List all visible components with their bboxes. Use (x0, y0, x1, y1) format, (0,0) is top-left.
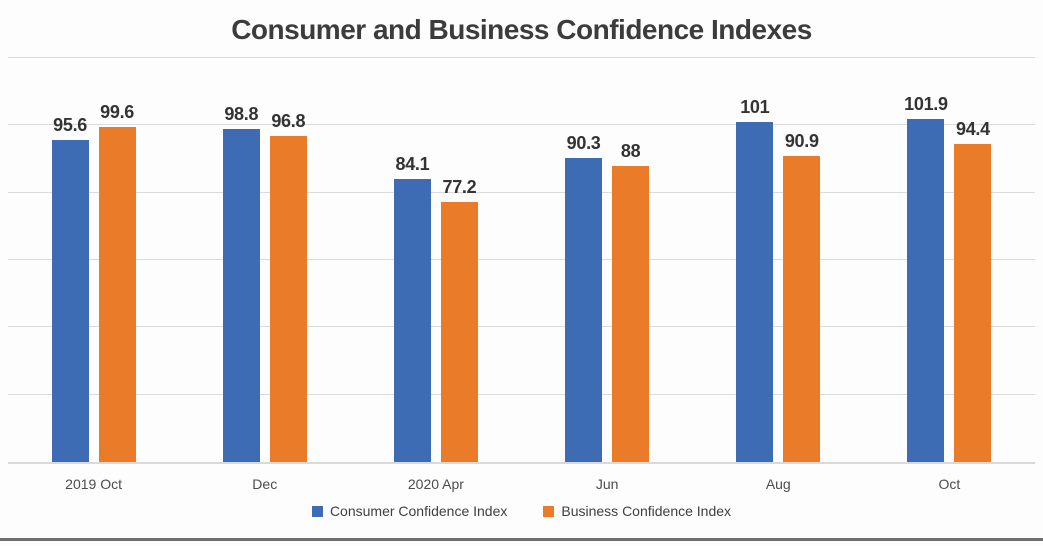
bar-value-label: 101.9 (904, 93, 948, 114)
x-axis-label-2020-apr: 2020 Apr (407, 476, 464, 492)
chart-title: Consumer and Business Confidence Indexes (231, 14, 812, 45)
x-axis-label-2019-oct: 2019 Oct (65, 476, 122, 492)
bar-business-confidence-index-aug: 90.9 (783, 131, 821, 462)
bar-value-label: 84.1 (395, 153, 430, 174)
bar-consumer-confidence-index-2019-oct: 95.6 (51, 115, 89, 462)
bar-business-confidence-index-oct: 94.4 (954, 119, 992, 462)
gridline-100 (8, 124, 1035, 126)
bar-group-aug: 101 90.9 (693, 58, 864, 462)
bar-group-oct: 101.9 94.4 (864, 58, 1035, 462)
bar-value-label: 101 (740, 96, 770, 117)
gridline-20 (8, 393, 1035, 395)
legend: Consumer Confidence Index Business Confid… (0, 503, 1043, 519)
bar-value-label: 90.3 (566, 133, 601, 153)
bar-group-2020-apr: 84.1 77.2 (350, 58, 521, 462)
x-axis-labels: 2019 Oct Dec 2020 Apr Jun Aug Oct (8, 476, 1035, 492)
x-axis-label-oct: Oct (938, 476, 961, 492)
bar-consumer-confidence-index-aug: 101 (736, 97, 774, 462)
bar-value-label: 94.4 (956, 119, 990, 140)
legend-label: Consumer Confidence Index (329, 503, 508, 519)
x-axis-label-aug: Aug (765, 476, 791, 492)
bar-value-label: 77.2 (442, 177, 477, 198)
legend-swatch-icon (311, 505, 323, 517)
bar-consumer-confidence-index-oct: 101.9 (904, 94, 948, 462)
x-axis-label-jun: Jun (595, 476, 619, 492)
bar-group-dec: 98.8 96.8 (179, 58, 350, 462)
bar-group-2019-oct: 95.6 99.6 (8, 58, 179, 462)
bar-business-confidence-index-2020-apr: 77.2 (440, 177, 478, 462)
bottom-border-line (0, 538, 1043, 541)
gridline-120 (8, 57, 1035, 58)
bar-value-label: 95.6 (53, 115, 87, 136)
gridline-80 (8, 191, 1035, 193)
x-axis-label-dec: Dec (252, 476, 278, 492)
bar-consumer-confidence-index-jun: 90.3 (565, 133, 603, 462)
legend-item-business-confidence-index: Business Confidence Index (543, 503, 731, 519)
plot-area: 95.6 99.6 98.8 96.8 84.1 77.2 90.3 88 101 90.9 101… (8, 57, 1035, 464)
bar-value-label: 88 (620, 140, 641, 161)
bar-group-jun: 90.3 88 (522, 58, 693, 462)
bar-consumer-confidence-index-dec: 98.8 (222, 104, 260, 462)
bar-groups: 95.6 99.6 98.8 96.8 84.1 77.2 90.3 88 101 90.9 101… (8, 58, 1035, 462)
legend-label: Business Confidence Index (561, 503, 732, 519)
bar-business-confidence-index-jun: 88 (612, 141, 650, 462)
bar-business-confidence-index-dec: 96.8 (269, 111, 307, 462)
legend-swatch-icon (543, 505, 555, 517)
legend-item-consumer-confidence-index: Consumer Confidence Index (311, 503, 508, 519)
bar-value-label: 90.9 (784, 130, 819, 151)
gridline-60 (8, 259, 1035, 260)
bar-consumer-confidence-index-2020-apr: 84.1 (393, 154, 431, 462)
bar-business-confidence-index-2019-oct: 99.6 (98, 102, 136, 462)
bar-value-label: 99.6 (100, 101, 134, 122)
bar-value-label: 96.8 (271, 111, 306, 132)
bar-value-label: 98.8 (224, 104, 259, 125)
gridline-40 (8, 326, 1035, 328)
